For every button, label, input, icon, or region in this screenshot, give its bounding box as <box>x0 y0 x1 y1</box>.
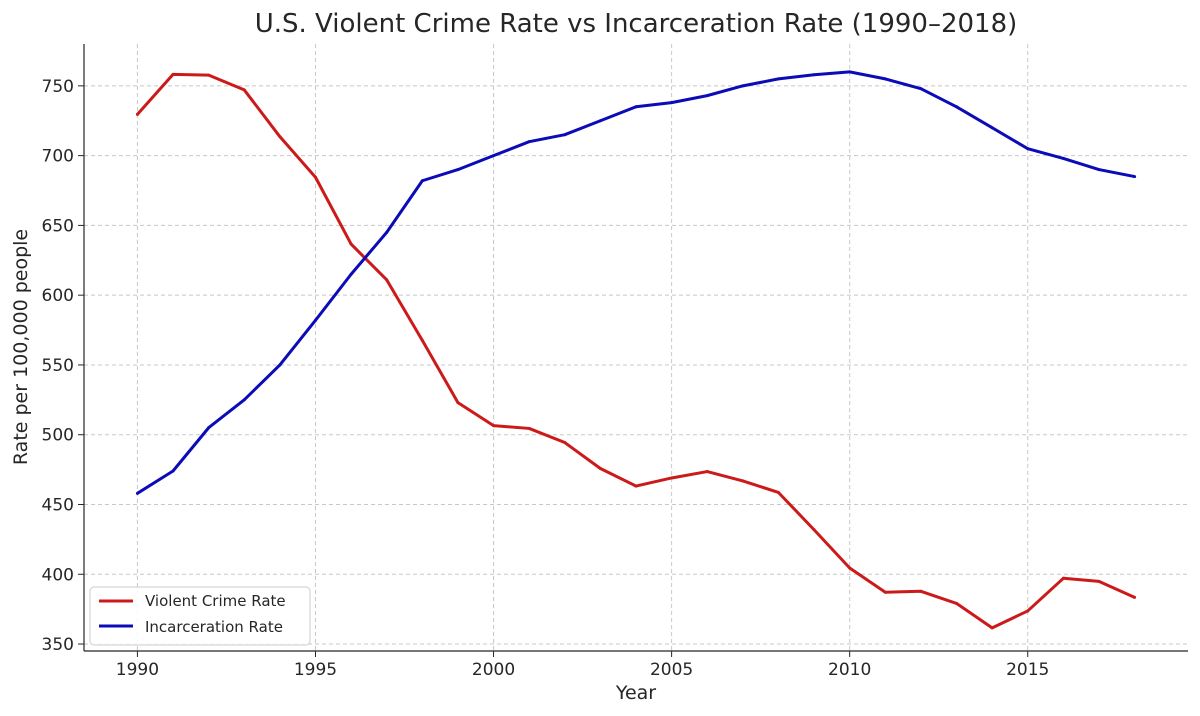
data-point <box>705 94 709 98</box>
legend-label-violent-crime: Violent Crime Rate <box>145 592 286 610</box>
data-point <box>990 126 994 130</box>
y-tick-label: 550 <box>42 356 74 376</box>
data-point <box>171 72 175 76</box>
data-point <box>242 88 246 92</box>
data-point <box>207 73 211 77</box>
data-point <box>990 626 994 630</box>
data-point <box>385 230 389 234</box>
data-point <box>349 272 353 276</box>
x-tick-label: 2010 <box>828 660 871 680</box>
data-point <box>135 112 139 116</box>
data-point <box>456 401 460 405</box>
y-tick-label: 350 <box>42 635 74 655</box>
legend-label-incarceration: Incarceration Rate <box>145 618 283 636</box>
x-axis-label: Year <box>615 682 656 704</box>
x-tick-label: 1995 <box>294 660 337 680</box>
violent-crime-rate-line <box>136 72 1136 630</box>
data-point <box>171 469 175 473</box>
data-point <box>527 140 531 144</box>
data-point <box>313 175 317 179</box>
x-tick-label: 2015 <box>1006 660 1049 680</box>
y-tick-label: 750 <box>42 77 74 97</box>
incarceration-rate-line <box>136 70 1135 495</box>
data-point <box>1026 147 1030 151</box>
data-point <box>278 363 282 367</box>
data-point <box>313 318 317 322</box>
data-point <box>1061 156 1065 160</box>
data-point <box>1133 175 1137 179</box>
data-point <box>705 470 709 474</box>
data-point <box>883 590 887 594</box>
data-point <box>634 105 638 109</box>
data-point <box>955 601 959 605</box>
data-point <box>1133 595 1137 599</box>
data-point <box>1097 579 1101 583</box>
data-point <box>848 70 852 74</box>
y-tick-label: 600 <box>42 286 74 306</box>
data-point <box>385 278 389 282</box>
data-point <box>1061 576 1065 580</box>
y-tick-label: 450 <box>42 495 74 515</box>
data-point <box>242 398 246 402</box>
data-point <box>670 101 674 105</box>
data-point <box>776 77 780 81</box>
x-axis-ticks: 1990 1995 2000 2005 2010 2015 <box>116 651 1049 680</box>
data-point <box>670 476 674 480</box>
data-point <box>848 566 852 570</box>
data-point <box>634 484 638 488</box>
data-point <box>420 338 424 342</box>
data-point <box>776 490 780 494</box>
data-point <box>527 426 531 430</box>
data-point <box>1097 168 1101 172</box>
data-point <box>492 154 496 158</box>
data-point <box>420 179 424 183</box>
x-tick-label: 1990 <box>116 660 159 680</box>
y-axis-ticks: 350 400 450 500 550 600 650 700 750 <box>42 77 84 655</box>
y-tick-label: 500 <box>42 426 74 446</box>
data-point <box>492 424 496 428</box>
data-point <box>563 133 567 137</box>
data-point <box>883 77 887 81</box>
legend: Violent Crime Rate Incarceration Rate <box>89 586 311 646</box>
y-axis-label: Rate per 100,000 people <box>10 229 32 465</box>
data-point <box>278 135 282 139</box>
y-tick-label: 650 <box>42 216 74 236</box>
data-point <box>456 168 460 172</box>
data-point <box>598 466 602 470</box>
y-tick-label: 700 <box>42 147 74 167</box>
data-point <box>919 589 923 593</box>
data-point <box>349 242 353 246</box>
data-point <box>598 119 602 123</box>
series-layer <box>135 70 1137 630</box>
data-point <box>1026 609 1030 613</box>
data-point <box>812 528 816 532</box>
data-point <box>207 426 211 430</box>
data-point <box>135 491 139 495</box>
data-point <box>563 441 567 445</box>
data-point <box>955 105 959 109</box>
x-tick-label: 2000 <box>472 660 515 680</box>
x-tick-label: 2005 <box>650 660 693 680</box>
y-tick-label: 400 <box>42 565 74 585</box>
data-point <box>812 73 816 77</box>
grid-lines <box>84 44 1188 651</box>
data-point <box>741 84 745 88</box>
data-point <box>741 479 745 483</box>
legend-box <box>89 586 311 646</box>
data-point <box>919 87 923 91</box>
chart-title: U.S. Violent Crime Rate vs Incarceration… <box>255 9 1018 39</box>
